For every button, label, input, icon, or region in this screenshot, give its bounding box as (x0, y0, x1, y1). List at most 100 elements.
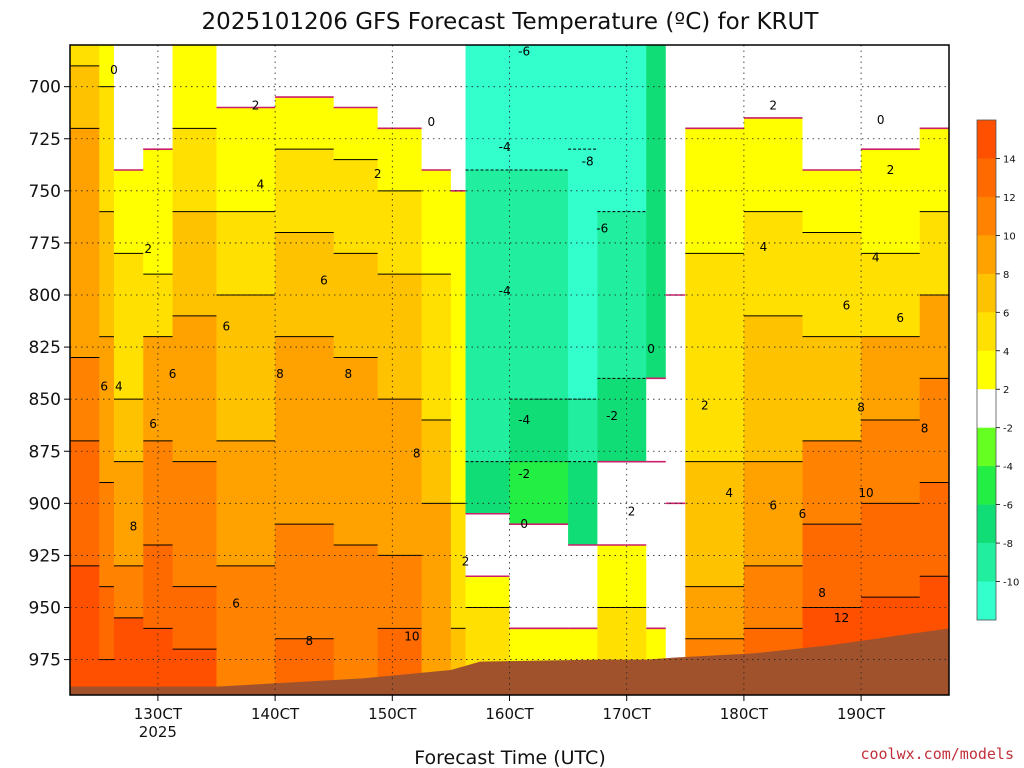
temp-band-102h-2 (568, 399, 598, 463)
temp-band-150h-0 (802, 45, 862, 171)
temp-band-42h-3 (275, 232, 335, 338)
temp-band-54h-4 (333, 357, 379, 546)
temp-band-81h-1 (465, 170, 510, 463)
temp-band-54h-1 (333, 107, 379, 161)
temp-band-108h-2 (597, 378, 647, 463)
x-tick-label-130CT: 130CT (134, 705, 183, 723)
temp-band-9h-0 (113, 45, 144, 171)
contour-lines-layer (70, 65, 949, 671)
temp-band-174h-3 (919, 295, 950, 379)
temp-band-81h-4 (465, 576, 510, 608)
colorbar-tick-label--6: -6 (1003, 501, 1013, 512)
contour-label-43: 8 (818, 586, 826, 600)
temp-band-174h-1 (919, 128, 950, 213)
colorbar-swatch-2 (977, 196, 996, 236)
contour-label-35: 0 (520, 517, 528, 531)
x-tick-label-140CT: 140CT (251, 705, 300, 723)
contour-label-19: 6 (149, 417, 157, 431)
temp-band-54h-2 (333, 159, 379, 254)
temp-band-90h-3 (509, 461, 569, 525)
x-tick-label-190CT: 190CT (837, 705, 886, 723)
temp-band-63h-2 (377, 190, 423, 275)
colorbar-swatch-6 (977, 350, 996, 390)
temp-band-72h-3 (421, 420, 452, 504)
temp-band-9h-5 (113, 565, 144, 619)
temp-band-72h-0 (421, 45, 452, 171)
y-tick-label-825: 825 (29, 338, 61, 358)
temp-band-138h-0 (743, 45, 803, 119)
temp-band-108h-4 (597, 545, 647, 608)
contour-label-41: 2 (462, 555, 470, 569)
colorbar-swatch-3 (977, 235, 996, 275)
temp-band-6h-1 (99, 86, 115, 213)
contour-label-44: 12 (834, 611, 849, 625)
temp-band-0h-0 (70, 45, 100, 67)
contour-label-33: 0 (877, 113, 885, 127)
temp-band-174h-5 (919, 482, 950, 577)
temp-band-126h-4 (685, 586, 745, 640)
temp-band-90h-2 (509, 399, 569, 463)
temp-band-63h-1 (377, 128, 423, 192)
chart-title: 2025101206 GFS Forecast Temperature (ºC)… (202, 9, 820, 35)
colorbar-tick-label-14: 14 (1003, 154, 1016, 165)
contour-label-1: 2 (252, 98, 260, 112)
temp-band-162h-4 (861, 420, 921, 504)
temp-band-30h-0 (216, 45, 276, 108)
temp-band-81h-0 (465, 45, 510, 171)
temp-band-162h-3 (861, 336, 921, 421)
colorbar-swatch-10 (977, 504, 996, 544)
temp-band-150h-4 (802, 440, 862, 525)
temp-band-102h-4 (568, 545, 598, 629)
temp-band-0h-3 (70, 357, 100, 442)
temp-band-174h-2 (919, 211, 950, 296)
colorbar-tick-label--10: -10 (1003, 578, 1019, 589)
temp-band-138h-1 (743, 117, 803, 213)
temp-band-90h-1 (509, 170, 569, 400)
temp-band-9h-6 (113, 617, 144, 696)
temp-band-54h-5 (333, 545, 379, 696)
temp-band-6h-3 (99, 336, 115, 483)
temp-band-63h-0 (377, 45, 423, 129)
temp-band-138h-5 (743, 565, 803, 629)
temp-band-138h-4 (743, 461, 803, 567)
temp-band-0h-4 (70, 440, 100, 567)
contour-label-42: 6 (232, 596, 240, 610)
temp-band-122h-0 (665, 45, 686, 296)
temp-band-15h-5 (143, 545, 174, 629)
temp-band-150h-2 (802, 232, 862, 338)
contour-label-29: 4 (760, 240, 768, 254)
contour-label-36: 2 (628, 505, 636, 519)
y-tick-label-750: 750 (29, 182, 61, 202)
contour-label-38: 6 (769, 498, 777, 512)
contour-label-39: 6 (799, 507, 807, 521)
y-tick-label-975: 975 (29, 651, 61, 671)
contour-label-8: 0 (647, 342, 655, 356)
colorbar-swatch-0 (977, 120, 996, 159)
contour-label-5: -8 (582, 155, 594, 169)
temp-band-81h-3 (465, 513, 510, 577)
contour-label-26: 8 (921, 421, 929, 435)
temp-band-78h-0 (450, 45, 467, 192)
temp-band-162h-0 (861, 45, 921, 150)
contour-label-28: 6 (896, 311, 904, 325)
colorbar-swatch-11 (977, 543, 996, 582)
colorbar-tick-label-8: 8 (1003, 270, 1009, 281)
grid-layer (70, 45, 949, 695)
contour-label-0: 0 (110, 63, 118, 77)
temp-band-9h-2 (113, 253, 144, 400)
contour-label-25: 8 (857, 401, 865, 415)
temp-band-118h-0 (646, 45, 667, 379)
colorbar-tick-label-10: 10 (1003, 231, 1016, 242)
contour-label-6: -6 (596, 221, 608, 235)
temp-band-30h-2 (216, 211, 276, 296)
contour-label-31: 2 (769, 98, 777, 112)
y-tick-label-725: 725 (29, 130, 61, 150)
colorbar-tick-label--4: -4 (1003, 462, 1013, 473)
temp-band-30h-5 (216, 565, 276, 696)
contour-label-15: 8 (345, 367, 353, 381)
contour-label-34: 8 (130, 519, 138, 533)
contour-label-4: -4 (499, 140, 511, 154)
